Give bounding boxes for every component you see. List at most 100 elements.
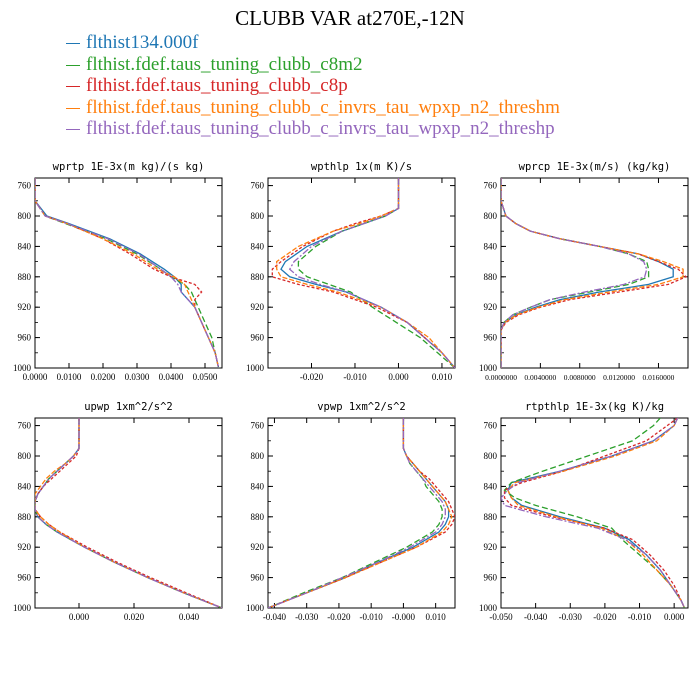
x-tick-label: -0.040 [524,612,548,622]
y-tick-label: 1000 [246,603,265,613]
y-tick-label: 920 [251,542,265,552]
x-tick-label: -0.010 [360,612,384,622]
y-tick-label: 880 [18,272,32,282]
y-tick-label: 880 [484,272,498,282]
plot-frame [34,177,223,369]
x-tick-label: -0.020 [593,612,617,622]
series-line-4 [507,418,686,608]
y-tick-label: 1000 [13,363,32,373]
y-tick-label: 960 [18,573,32,583]
series-line-4 [276,178,455,368]
y-tick-label: 1000 [479,603,498,613]
series-line-3 [503,418,686,608]
legend: flthist134.000f flthist.fdef.taus_tuning_… [66,32,560,140]
series-line-5 [288,178,455,368]
series-line-5 [268,418,446,608]
plot-frame [267,417,456,609]
y-tick-label: 960 [251,573,265,583]
series-line-1 [501,178,674,368]
y-tick-label: 760 [251,421,265,431]
series-line-4 [268,418,453,608]
x-tick-label: 0.000 [69,612,90,622]
panel-6: rtpthlp 1E-3x(kg K)/kg 760 800 840 880 920 960… [479,401,689,622]
y-tick-label: 800 [251,451,265,461]
series-line-5 [35,418,222,608]
plot-frame [500,417,689,609]
plot-frame [500,177,689,369]
y-tick-label: 880 [18,512,32,522]
y-tick-label: 880 [484,512,498,522]
panel-2: wpthlp 1x(m K)/s 760 800 840 880 920 960 1000 -0… [246,161,456,382]
x-tick-label: -0.010 [343,372,367,382]
series-line-3 [35,418,222,608]
legend-label: flthist134.000f [86,32,199,53]
panel-title: wprcp 1E-3x(m/s) (kg/kg) [519,161,671,173]
panel-1: wprtp 1E-3x(m kg)/(s kg) 760 800 840 880 920 9… [13,161,223,382]
panel-3: wprcp 1E-3x(m/s) (kg/kg) 760 800 840 880 920 9… [479,161,689,382]
x-tick-label: -0.030 [559,612,583,622]
y-tick-label: 800 [484,211,498,221]
series-line-3 [501,178,688,368]
x-tick-label: 0.0100 [57,372,82,382]
x-tick-label: 0.000 [388,372,409,382]
y-tick-label: 880 [251,512,265,522]
x-tick-label: -0.000 [392,612,416,622]
x-tick-label: 0.0000000 [485,373,517,382]
legend-line-icon [66,64,80,66]
x-tick-label: 0.0080000 [564,373,596,382]
series-line-4 [501,178,684,368]
x-tick-label: 0.010 [432,372,453,382]
y-tick-label: 840 [484,481,498,491]
y-tick-label: 840 [18,241,32,251]
legend-line-icon [66,43,80,45]
series-line-4 [35,178,220,368]
x-tick-label: 0.0200 [91,372,116,382]
y-tick-label: 800 [251,211,265,221]
series-line-2 [501,178,650,368]
x-tick-label: 0.010 [426,612,447,622]
y-tick-label: 840 [18,481,32,491]
series-line-5 [501,418,686,608]
y-tick-label: 840 [251,241,265,251]
y-tick-label: 960 [251,333,265,343]
x-tick-label: 0.0160000 [643,373,675,382]
y-tick-label: 800 [18,211,32,221]
y-tick-label: 920 [251,302,265,312]
series-line-3 [35,178,220,368]
x-tick-label: 0.0300 [125,372,150,382]
x-tick-label: 0.000 [664,612,685,622]
x-tick-label: 0.020 [124,612,145,622]
x-tick-label: -0.040 [263,612,287,622]
panel-title: upwp 1xm^2/s^2 [84,401,173,413]
legend-line-icon [66,129,80,131]
x-tick-label: -0.020 [300,372,324,382]
series-line-1 [268,418,450,608]
y-tick-label: 1000 [479,363,498,373]
panel-title: wpthlp 1x(m K)/s [311,161,412,173]
series-line-4 [35,418,222,608]
series-line-2 [297,178,455,368]
x-tick-label: 0.0400 [159,372,184,382]
series-line-1 [35,178,220,368]
x-tick-label: -0.050 [489,612,513,622]
y-tick-label: 1000 [246,363,265,373]
legend-line-icon [66,107,80,109]
x-tick-label: -0.010 [628,612,652,622]
y-tick-label: 760 [18,181,32,191]
figure-title: CLUBB VAR at270E,-12N [235,6,465,30]
x-tick-label: 0.0500 [193,372,218,382]
legend-label: flthist.fdef.taus_tuning_clubb_c8m2 [86,53,363,75]
y-tick-label: 960 [484,573,498,583]
legend-label: flthist.fdef.taus_tuning_clubb_c_invrs_t… [86,96,560,118]
series-line-5 [35,178,220,368]
series-line-2 [35,418,222,608]
y-tick-label: 920 [484,542,498,552]
y-tick-label: 840 [251,481,265,491]
panel-title: rtpthlp 1E-3x(kg K)/kg [525,401,664,413]
legend-item: flthist.fdef.taus_tuning_clubb_c8p [66,75,560,97]
y-tick-label: 760 [484,421,498,431]
series-line-2 [35,178,220,368]
panel-title: wprtp 1E-3x(m kg)/(s kg) [53,161,205,173]
y-tick-label: 1000 [13,603,32,613]
x-tick-label: 0.0000 [23,372,48,382]
